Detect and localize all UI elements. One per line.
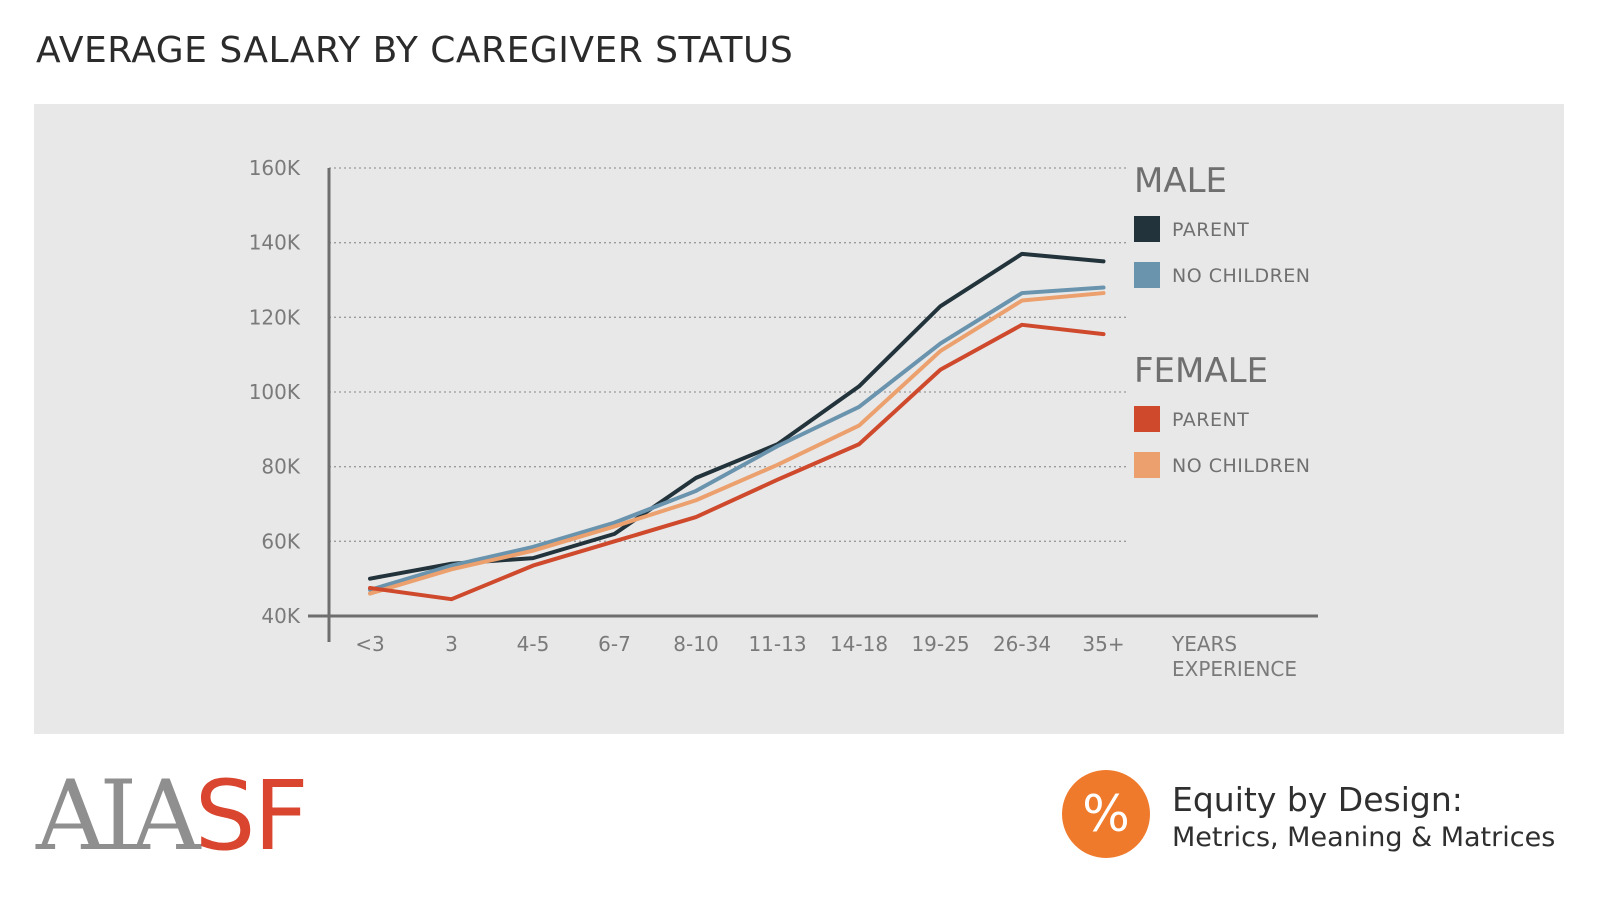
legend-heading: FEMALE [1134,351,1268,391]
page-title: AVERAGE SALARY BY CAREGIVER STATUS [36,30,794,71]
x-tick-label: 11-13 [748,632,806,656]
x-tick-label: 35+ [1082,632,1124,656]
x-tick-label: 14-18 [830,632,888,656]
legend-swatch [1134,452,1160,478]
aiasf-logo: AIASF [36,768,309,864]
legend-label: PARENT [1172,219,1249,241]
legend-swatch [1134,262,1160,288]
logo-sf-text: SF [194,760,309,872]
x-tick-label: 19-25 [911,632,969,656]
x-tick-label: <3 [355,632,384,656]
x-tick-label: 8-10 [673,632,718,656]
y-tick-label: 60K [261,529,300,553]
brand-subtitle: Metrics, Meaning & Matrices [1172,822,1556,853]
series-line-female-parent [368,322,1106,602]
y-tick-label: 160K [249,156,301,180]
brand-title: Equity by Design: [1172,780,1463,819]
series-line-male-no-children [368,285,1106,592]
y-tick-label: 100K [249,380,301,404]
percent-badge-icon: % [1062,770,1150,858]
legend-heading: MALE [1134,161,1227,201]
logo-aia-text: AIA [36,760,201,872]
legend-label: PARENT [1172,409,1249,431]
x-axis-title: YEARS [1171,632,1237,656]
x-tick-label: 4-5 [517,632,550,656]
legend-label: NO CHILDREN [1172,455,1311,477]
legend-swatch [1134,406,1160,432]
line-chart: 40K 60K 80K 100K 120K 140K 160K <3 3 4-5 6-7 8-10 11… [249,156,1318,681]
x-tick-label: 26-34 [993,632,1051,656]
legend-label: NO CHILDREN [1172,265,1311,287]
x-tick-label: 6-7 [598,632,631,656]
y-tick-label: 140K [249,231,301,255]
x-tick-label: 3 [445,632,458,656]
y-tick-label: 40K [261,604,300,628]
chart-panel: 40K 60K 80K 100K 120K 140K 160K <3 3 4-5 6-7 8-10 11… [34,104,1564,734]
y-tick-label: 80K [261,455,300,479]
series-line-male-parent [368,251,1106,581]
series-line-female-no-children [368,291,1106,596]
x-axis-title: EXPERIENCE [1172,657,1297,681]
legend-swatch [1134,216,1160,242]
y-tick-label: 120K [249,305,301,329]
